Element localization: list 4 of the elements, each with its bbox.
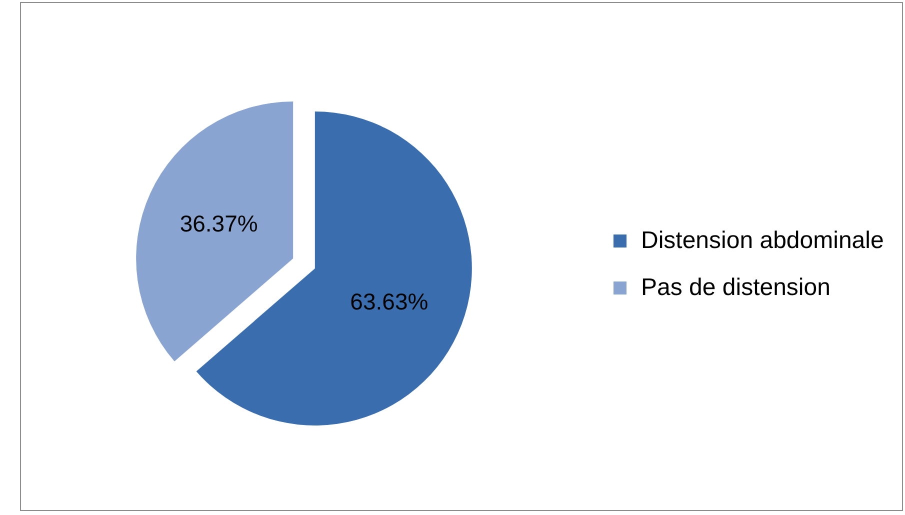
data-label: 36.37% <box>180 210 258 237</box>
data-label: 63.63% <box>350 288 428 314</box>
legend-label: Pas de distension <box>641 274 830 301</box>
legend-label: Distension abdominale <box>641 227 884 254</box>
